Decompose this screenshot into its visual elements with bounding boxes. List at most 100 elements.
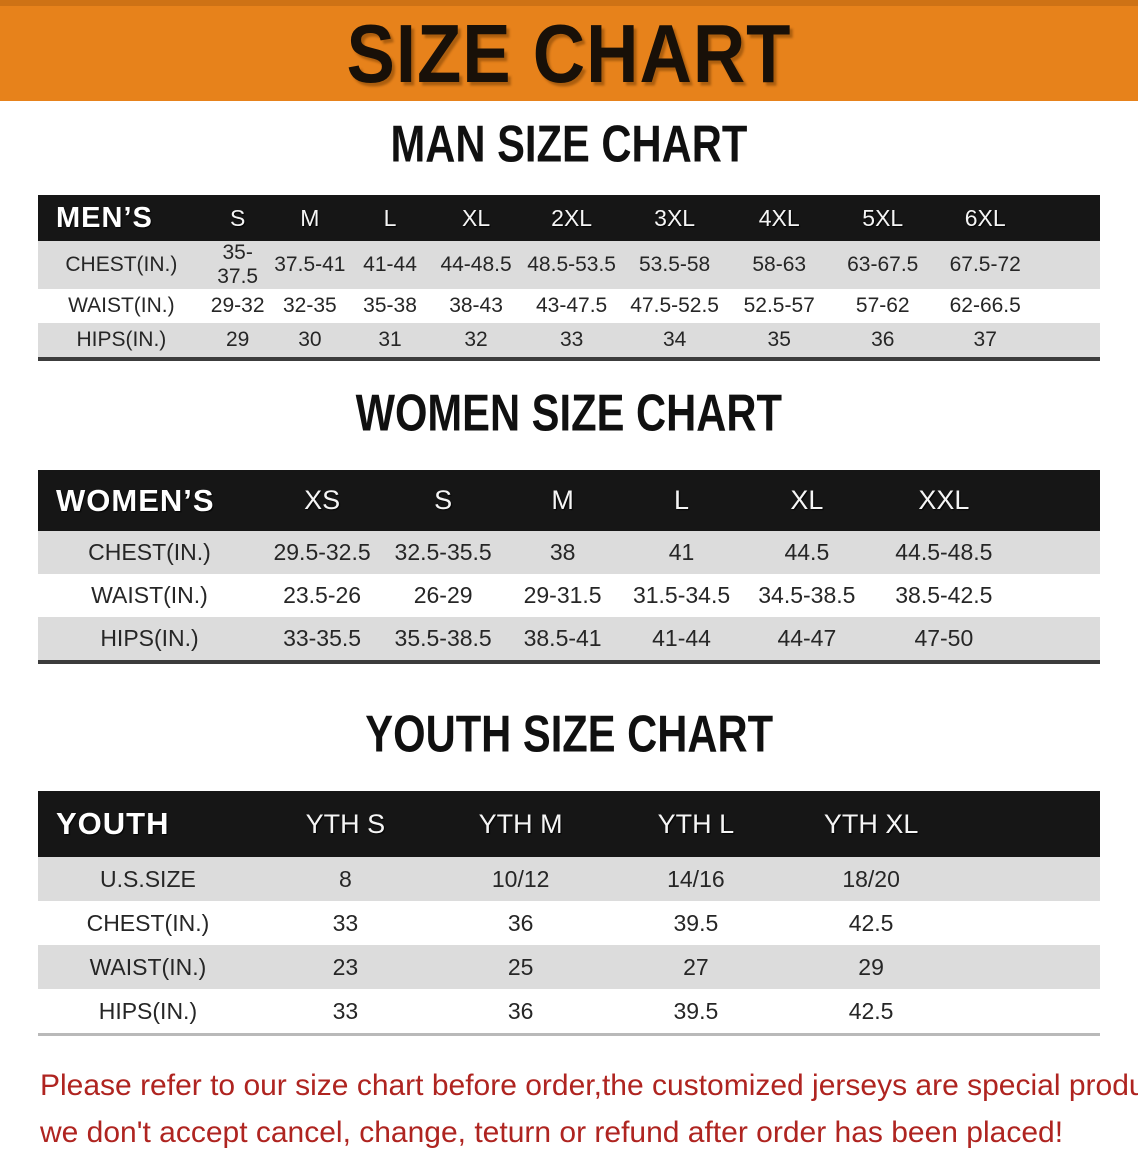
value-cell: 48.5-53.5 — [527, 253, 616, 276]
women-size-table: WOMEN’S XS S M L XL XXL CHEST(IN.) 29.5-32.5 32.5… — [38, 470, 1100, 664]
table-row: HIPS(IN.) 33-35.5 35.5-38.5 38.5-41 41-44 44-… — [38, 617, 1100, 662]
row-label-cell: CHEST(IN.) — [86, 909, 210, 936]
spacer-cell — [1036, 323, 1100, 359]
value-cell: 36 — [507, 909, 534, 936]
row-label-cell: CHEST(IN.) — [88, 539, 211, 565]
value-cell: 37.5-41 — [274, 253, 346, 276]
row-label-cell: WAIST(IN.) — [68, 294, 175, 317]
table-row: U.S.SIZE 8 10/12 14/16 18/20 — [38, 857, 1100, 901]
value-cell: 34.5-38.5 — [758, 582, 856, 608]
size-header-cell: YTH S — [257, 791, 434, 857]
size-header-cell: L — [349, 195, 431, 241]
value-cell: 38.5-42.5 — [895, 582, 993, 608]
women-section-heading: WOMEN SIZE CHART — [0, 388, 1138, 440]
value-cell: 36 — [871, 328, 895, 351]
size-chart-banner: SIZE CHART — [0, 0, 1138, 101]
value-cell: 44-47 — [777, 625, 837, 651]
youth-size-table: YOUTH YTH S YTH M YTH L YTH XL U.S.SIZE 8 10/12… — [38, 791, 1100, 1036]
value-cell: 26-29 — [413, 582, 473, 608]
spacer-cell — [1015, 617, 1100, 662]
value-cell: 41-44 — [363, 253, 417, 276]
size-header-cell: M — [270, 195, 350, 241]
value-cell: 33-35.5 — [283, 625, 362, 651]
value-cell: 14/16 — [667, 865, 725, 892]
value-cell: 47-50 — [914, 625, 974, 651]
table-title-cell: MEN’S — [38, 195, 205, 241]
spacer-cell — [1036, 289, 1100, 323]
size-header-cell: 4XL — [727, 195, 832, 241]
value-cell: 29 — [225, 328, 250, 351]
row-label-cell: HIPS(IN.) — [98, 997, 198, 1024]
order-notice-line1: Please refer to our size chart before or… — [40, 1069, 1138, 1102]
row-label-cell: U.S.SIZE — [99, 865, 196, 892]
spacer-cell — [958, 791, 1100, 857]
size-header-cell: M — [503, 470, 623, 531]
table-row: CHEST(IN.) 33 36 39.5 42.5 — [38, 901, 1100, 945]
value-cell: 33 — [332, 997, 359, 1024]
value-cell: 43-47.5 — [536, 294, 608, 317]
men-section-heading-text: MAN SIZE CHART — [390, 115, 748, 174]
men-section-heading: MAN SIZE CHART — [0, 119, 1138, 171]
spacer-cell — [1036, 241, 1100, 289]
size-header-cell: S — [204, 195, 271, 241]
spacer-cell — [1015, 470, 1100, 531]
size-header-cell: XL — [741, 470, 873, 531]
value-cell: 52.5-57 — [743, 294, 815, 317]
spacer-cell — [959, 901, 1100, 945]
youth-size-chart-section: YOUTH SIZE CHART YOUTH YTH S YTH M YTH L YTH… — [0, 709, 1138, 1036]
size-header-cell: YTH M — [433, 791, 609, 857]
youth-section-heading: YOUTH SIZE CHART — [0, 709, 1138, 761]
value-cell: 30 — [298, 328, 322, 351]
size-header-cell: 5XL — [831, 195, 935, 241]
value-cell: 29-32 — [210, 294, 265, 317]
value-cell: 10/12 — [491, 865, 550, 892]
value-cell: 41 — [668, 539, 695, 565]
value-cell: 31 — [378, 328, 402, 351]
value-cell: 29 — [858, 953, 884, 980]
table-title-cell: WOMEN’S — [38, 470, 262, 531]
women-section-heading-text: WOMEN SIZE CHART — [355, 384, 783, 443]
value-cell: 25 — [507, 953, 534, 980]
spacer-cell — [959, 857, 1100, 901]
value-cell: 53.5-58 — [639, 253, 711, 276]
size-header-cell: 3XL — [622, 195, 728, 241]
value-cell: 63-67.5 — [847, 253, 919, 276]
spacer-cell — [1015, 574, 1100, 617]
value-cell: 35-37.5 — [217, 241, 259, 288]
size-header-cell: XL — [430, 195, 522, 241]
value-cell: 44-48.5 — [440, 253, 512, 276]
banner-title: SIZE CHART — [346, 7, 792, 100]
size-header-cell: XXL — [872, 470, 1015, 531]
table-row: HIPS(IN.) 33 36 39.5 42.5 — [38, 989, 1100, 1035]
value-cell: 44.5 — [784, 539, 830, 565]
table-row: WAIST(IN.) 23.5-26 26-29 29-31.5 31.5-34.5 34… — [38, 574, 1100, 617]
size-header-cell: YTH L — [608, 791, 784, 857]
value-cell: 23.5-26 — [283, 582, 362, 608]
value-cell: 38.5-41 — [523, 625, 602, 651]
value-cell: 57-62 — [855, 294, 910, 317]
value-cell: 33 — [559, 328, 584, 351]
row-label-cell: HIPS(IN.) — [76, 328, 167, 351]
value-cell: 18/20 — [842, 865, 900, 892]
row-label-cell: WAIST(IN.) — [91, 582, 208, 608]
table-row: CHEST(IN.) 35-37.5 37.5-41 41-44 44-48.5 48.5… — [38, 241, 1100, 289]
value-cell: 41-44 — [652, 625, 711, 651]
value-cell: 47.5-52.5 — [630, 294, 719, 317]
order-notice-line2: we don't accept cancel, change, teturn o… — [40, 1116, 1064, 1149]
size-header-cell: YTH XL — [783, 791, 959, 857]
value-cell: 32-35 — [283, 294, 337, 317]
value-cell: 44.5-48.5 — [895, 539, 993, 565]
row-label-cell: HIPS(IN.) — [100, 625, 199, 651]
value-cell: 39.5 — [673, 909, 719, 936]
value-cell: 8 — [339, 865, 352, 892]
row-label-cell: CHEST(IN.) — [65, 253, 178, 276]
women-size-chart-section: WOMEN SIZE CHART WOMEN’S XS S M L XL XXL CHEST(… — [0, 388, 1138, 664]
men-size-table: MEN’S S M L XL 2XL 3XL 4XL 5XL 6XL CHEST(IN.) 35-37… — [38, 195, 1100, 361]
table-row: WAIST(IN.) 29-32 32-35 35-38 38-43 43-47.5 47.… — [38, 289, 1100, 323]
youth-section-heading-text: YOUTH SIZE CHART — [365, 705, 773, 764]
value-cell: 35-38 — [363, 294, 417, 317]
value-cell: 36 — [507, 997, 534, 1024]
value-cell: 32 — [464, 328, 488, 351]
value-cell: 29.5-32.5 — [273, 539, 371, 565]
value-cell: 42.5 — [848, 909, 894, 936]
